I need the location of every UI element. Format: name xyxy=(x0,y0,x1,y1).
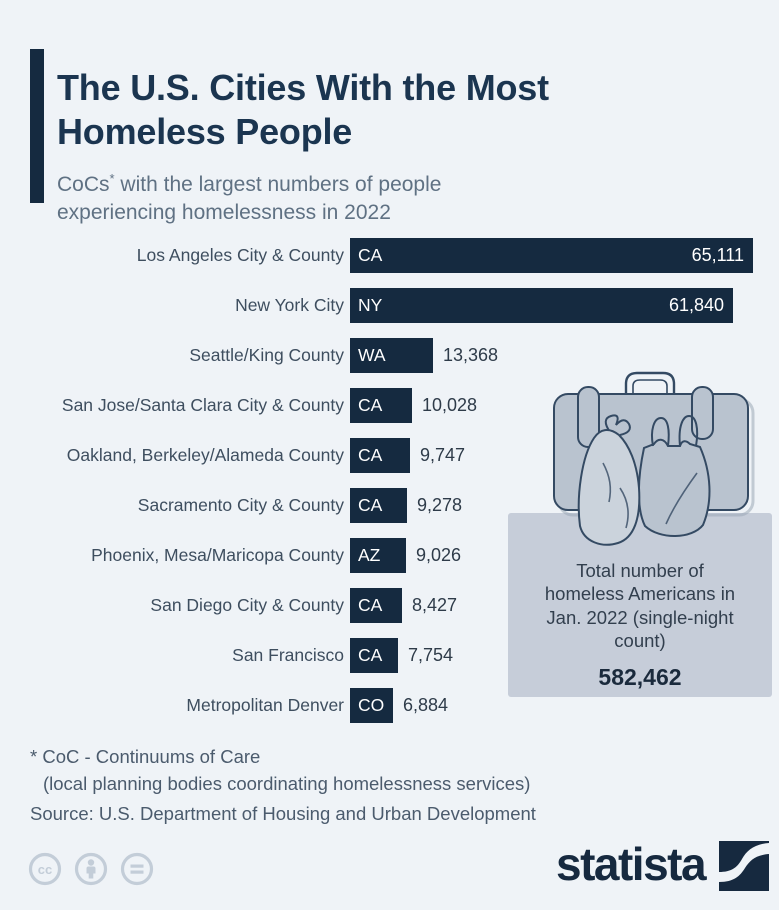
chart-row: New York City NY 61,840 xyxy=(30,280,770,330)
subtitle-rest: with the largest numbers of people exper… xyxy=(57,173,442,224)
chart-row: San Francisco CA 7,754 xyxy=(30,630,770,680)
source-line: Source: U.S. Department of Housing and U… xyxy=(30,802,536,824)
page-subtitle: CoCs* with the largest numbers of people… xyxy=(57,170,527,227)
state-label: CA xyxy=(358,594,383,615)
city-label: Sacramento City & County xyxy=(137,494,344,515)
chart-row: Sacramento City & County CA 9,278 xyxy=(30,480,770,530)
page-title: The U.S. Cities With the Most Homeless P… xyxy=(57,67,549,153)
bar: CA xyxy=(350,637,398,673)
chart-row: Seattle/King County WA 13,368 xyxy=(30,330,770,380)
bar: CA 65,111 xyxy=(350,237,753,273)
state-label: CA xyxy=(358,394,383,415)
footnote-line-2: (local planning bodies coordinating home… xyxy=(43,772,531,794)
value-label-inside: 61,840 xyxy=(668,294,724,315)
value-label-outside: 9,278 xyxy=(417,494,463,515)
subtitle-prefix: CoCs xyxy=(57,173,110,196)
statista-wordmark: statista xyxy=(556,838,707,890)
attribution-icon xyxy=(74,852,108,886)
luggage-bags-icon xyxy=(553,371,755,546)
city-label: Seattle/King County xyxy=(189,344,344,365)
state-label: CO xyxy=(358,694,385,715)
footer-notes: * CoC - Continuums of Care (local planni… xyxy=(30,744,670,827)
value-label-inside: 65,111 xyxy=(691,244,744,265)
license-icons: cc xyxy=(28,852,154,886)
total-value: 582,462 xyxy=(598,663,682,690)
nd-icon xyxy=(120,852,154,886)
city-label: New York City xyxy=(235,294,344,315)
chart-row: San Diego City & County CA 8,427 xyxy=(30,580,770,630)
bar: AZ xyxy=(350,537,406,573)
value-label-outside: 10,028 xyxy=(422,394,478,415)
chart-row: Metropolitan Denver CO 6,884 xyxy=(30,680,770,730)
footnote-asterisk: * xyxy=(109,171,115,186)
title-accent-bar xyxy=(30,49,44,203)
value-label-outside: 9,747 xyxy=(420,444,466,465)
svg-text:cc: cc xyxy=(38,862,52,877)
bar: CO xyxy=(350,687,393,723)
city-label: Phoenix, Mesa/Maricopa County xyxy=(91,544,344,565)
statista-logo: statista xyxy=(556,838,770,891)
state-label: CA xyxy=(358,444,383,465)
city-label: San Jose/Santa Clara City & County xyxy=(61,394,344,415)
value-label-outside: 7,754 xyxy=(408,644,454,665)
bar: WA xyxy=(350,337,433,373)
bar: CA xyxy=(350,487,407,523)
value-label-outside: 13,368 xyxy=(443,344,499,365)
city-label: Metropolitan Denver xyxy=(186,694,344,715)
bar: CA xyxy=(350,587,402,623)
state-label: CA xyxy=(358,644,383,665)
footnote-line-1: * CoC - Continuums of Care xyxy=(30,746,261,767)
value-label-outside: 8,427 xyxy=(412,594,458,615)
chart-row: Los Angeles City & County CA 65,111 xyxy=(30,230,770,280)
state-label: CA xyxy=(358,494,383,515)
bar: CA xyxy=(350,387,412,423)
city-label: San Francisco xyxy=(232,644,344,665)
bar-chart: Los Angeles City & County CA 65,111 New … xyxy=(30,230,770,730)
state-label: CA xyxy=(358,244,383,265)
cc-icon: cc xyxy=(28,852,62,886)
chart-row: Phoenix, Mesa/Maricopa County AZ 9,026 xyxy=(30,530,770,580)
total-caption: Total number of homeless Americans in Ja… xyxy=(544,560,736,652)
state-label: AZ xyxy=(358,544,381,565)
value-label-outside: 9,026 xyxy=(416,544,462,565)
total-info-box: Total number of homeless Americans in Ja… xyxy=(508,513,772,697)
bar: CA xyxy=(350,437,410,473)
city-label: Oakland, Berkeley/Alameda County xyxy=(66,444,344,465)
state-label: NY xyxy=(358,294,383,315)
statista-logo-mark xyxy=(719,841,770,891)
chart-row: San Jose/Santa Clara City & County CA 10… xyxy=(30,380,770,430)
city-label: Los Angeles City & County xyxy=(136,244,344,265)
chart-row: Oakland, Berkeley/Alameda County CA 9,74… xyxy=(30,430,770,480)
bar: NY 61,840 xyxy=(350,287,733,323)
value-label-outside: 6,884 xyxy=(403,694,449,715)
state-label: WA xyxy=(358,344,386,365)
city-label: San Diego City & County xyxy=(150,594,344,615)
